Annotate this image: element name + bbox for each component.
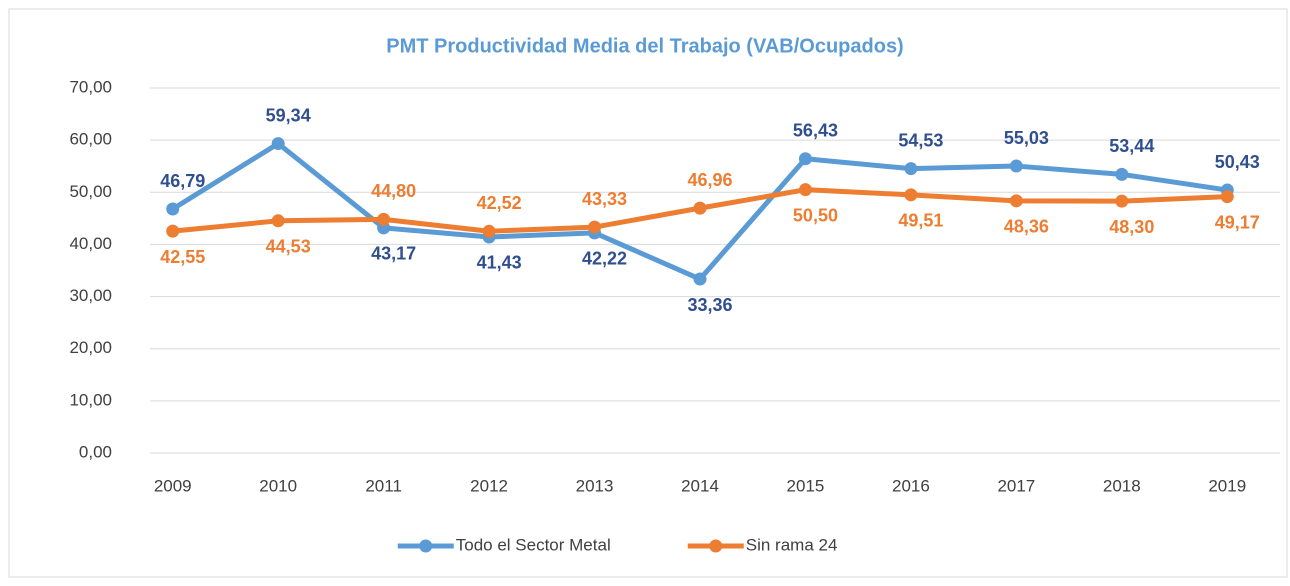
x-tick-label: 2011 <box>365 476 402 495</box>
data-label: 48,36 <box>1004 217 1049 237</box>
data-label: 50,50 <box>793 205 838 225</box>
x-tick-label: 2012 <box>470 476 508 495</box>
y-tick-label: 50,00 <box>69 182 112 201</box>
x-tick-label: 2019 <box>1208 476 1246 495</box>
data-point <box>271 137 285 151</box>
data-point <box>271 214 285 228</box>
data-point <box>798 152 812 166</box>
data-point <box>588 220 602 234</box>
data-point <box>693 201 707 215</box>
y-tick-label: 60,00 <box>69 130 112 149</box>
legend-label: Todo el Sector Metal <box>456 535 611 554</box>
data-label: 54,53 <box>898 130 943 150</box>
x-tick-label: 2018 <box>1103 476 1141 495</box>
data-label: 33,36 <box>687 295 732 315</box>
data-point <box>904 188 918 202</box>
data-point <box>166 202 180 216</box>
x-tick-label: 2016 <box>892 476 930 495</box>
y-tick-label: 10,00 <box>69 390 112 409</box>
data-point <box>166 224 180 238</box>
data-point <box>482 224 496 238</box>
data-label: 41,43 <box>477 253 522 273</box>
data-label: 46,96 <box>687 170 732 190</box>
data-label: 56,43 <box>793 121 838 141</box>
data-label: 42,22 <box>582 249 627 269</box>
data-point <box>1115 194 1129 208</box>
data-label: 49,17 <box>1215 212 1260 232</box>
data-label: 42,55 <box>160 247 205 267</box>
data-label: 53,44 <box>1109 136 1154 156</box>
data-point <box>377 212 391 226</box>
y-tick-label: 20,00 <box>69 338 112 357</box>
data-label: 42,52 <box>477 193 522 213</box>
data-label: 43,33 <box>582 189 627 209</box>
x-tick-label: 2014 <box>681 476 719 495</box>
x-tick-label: 2015 <box>787 476 825 495</box>
data-label: 48,30 <box>1109 217 1154 237</box>
legend-marker <box>709 539 723 553</box>
chart-border <box>8 8 1288 578</box>
y-tick-label: 30,00 <box>69 286 112 305</box>
data-label: 44,53 <box>266 237 311 257</box>
data-point <box>1009 194 1023 208</box>
data-point <box>693 272 707 286</box>
data-label: 55,03 <box>1004 128 1049 148</box>
data-label: 49,51 <box>898 211 943 231</box>
x-tick-label: 2010 <box>259 476 297 495</box>
legend-label: Sin rama 24 <box>746 535 838 554</box>
data-point <box>904 162 918 176</box>
data-point <box>1009 159 1023 173</box>
data-label: 44,80 <box>371 181 416 201</box>
data-label: 46,79 <box>160 171 205 191</box>
x-tick-label: 2013 <box>576 476 614 495</box>
x-tick-label: 2009 <box>154 476 192 495</box>
y-tick-label: 40,00 <box>69 234 112 253</box>
data-label: 43,17 <box>371 244 416 264</box>
data-point <box>798 183 812 197</box>
data-label: 59,34 <box>266 105 311 125</box>
legend-marker <box>419 539 433 553</box>
x-tick-label: 2017 <box>997 476 1035 495</box>
data-point <box>1220 190 1234 204</box>
data-label: 50,43 <box>1215 152 1260 172</box>
data-point <box>1115 167 1129 181</box>
y-tick-label: 0,00 <box>79 442 112 461</box>
chart-title: PMT Productividad Media del Trabajo (VAB… <box>386 35 903 57</box>
y-tick-label: 70,00 <box>69 77 112 96</box>
